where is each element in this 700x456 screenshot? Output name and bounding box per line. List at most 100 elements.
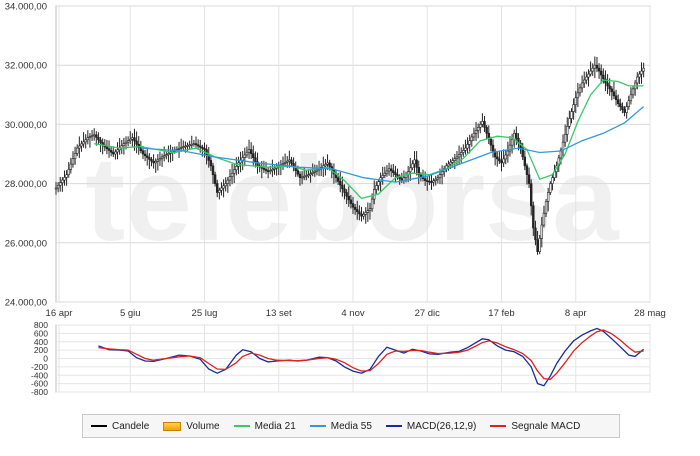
candle-body: [542, 212, 546, 226]
candle-body: [525, 165, 529, 176]
candle-body: [286, 160, 289, 163]
candle-body: [566, 126, 569, 135]
legend-label: Media 21: [254, 420, 296, 432]
x-tick-label: 28 mag: [634, 308, 666, 319]
candle-body: [226, 179, 230, 184]
candle-body: [133, 137, 136, 142]
candle-body: [156, 159, 160, 162]
x-tick-label: 25 lug: [192, 308, 218, 319]
legend-item: Media 21: [233, 420, 296, 432]
candle-body: [595, 64, 599, 69]
candle-body: [188, 144, 191, 147]
legend-swatch: [490, 425, 507, 427]
candle-body: [233, 169, 236, 174]
candle-body: [199, 145, 202, 148]
candle-body: [593, 64, 597, 69]
candle-body: [105, 146, 109, 149]
candle-body: [487, 132, 490, 140]
candle-body: [616, 99, 620, 104]
candle-body: [394, 172, 397, 176]
candle-body: [264, 169, 268, 171]
price-tick-label: 26.000,00: [5, 238, 47, 249]
legend-item: Volume: [163, 421, 220, 432]
x-tick-label: 27 dic: [415, 308, 441, 319]
candle-body: [309, 173, 312, 176]
candle-body: [468, 140, 471, 145]
candle-body: [389, 168, 393, 172]
candle-body: [126, 140, 130, 143]
candle-body: [423, 178, 427, 181]
candle-body: [368, 208, 372, 211]
legend-swatch: [233, 425, 250, 427]
legend-label: Segnale MACD: [511, 420, 581, 432]
candle-body: [614, 95, 618, 101]
candle-body: [137, 143, 140, 148]
candle-body: [392, 170, 395, 174]
legend-label: Media 55: [330, 420, 372, 432]
candle-body: [148, 157, 151, 160]
candle-body: [220, 187, 223, 191]
candle-body: [563, 133, 567, 143]
candle-body: [415, 159, 418, 168]
macd-line-macd-26-12-9-: [98, 327, 645, 387]
candle-body: [534, 227, 537, 241]
candle-body: [84, 139, 87, 143]
candle-body: [207, 154, 210, 161]
candle-body: [358, 211, 361, 215]
candle-body: [247, 149, 251, 153]
macd-line-segnale-macd: [98, 329, 644, 381]
candle-body: [532, 205, 535, 229]
price-tick-label: 30.000,00: [5, 120, 47, 131]
candle-body: [235, 166, 238, 171]
candle-body: [455, 156, 459, 160]
candle-body: [436, 177, 440, 180]
macd-tick-label: 400: [34, 337, 48, 347]
candle-body: [341, 184, 344, 190]
x-tick-label: 8 apr: [565, 308, 587, 319]
candle-body: [504, 154, 507, 160]
candle-body: [322, 165, 325, 168]
legend-label: MACD(26,12,9): [406, 420, 477, 432]
legend-swatch: [163, 421, 182, 431]
candle-body: [54, 187, 58, 190]
candle-body: [141, 150, 145, 155]
candle-body: [150, 159, 153, 162]
x-tick-label: 5 giu: [120, 308, 141, 319]
candle-body: [568, 118, 571, 127]
candle-body: [254, 157, 257, 163]
candle-body: [496, 156, 499, 160]
candle-body: [56, 185, 60, 189]
candle-body: [230, 172, 234, 177]
candle-body: [243, 154, 247, 158]
legend-swatch: [385, 425, 402, 427]
candle-body: [387, 168, 391, 172]
candle-body: [186, 145, 189, 147]
candle-body: [216, 183, 219, 193]
candle-body: [65, 174, 68, 178]
candle-body: [273, 167, 276, 170]
candle-body: [324, 164, 327, 167]
legend-item: Media 55: [309, 420, 372, 432]
candle-body: [249, 149, 253, 154]
candle-body: [589, 70, 592, 75]
candle-body: [67, 169, 70, 176]
candle-body: [262, 167, 266, 170]
candle-body: [619, 103, 622, 107]
candle-body: [201, 146, 204, 149]
candle-body: [540, 224, 544, 239]
candle-body: [608, 85, 611, 90]
candle-body: [303, 175, 306, 178]
candle-body: [621, 106, 624, 110]
candle-body: [591, 67, 594, 72]
chart-legend: Candele Volume Media 21 Media 55 MACD(26,12,…: [82, 414, 620, 438]
candle-body: [218, 189, 221, 193]
candle-body: [438, 174, 442, 178]
candle-body: [453, 158, 457, 161]
candle-body: [61, 179, 64, 184]
candle-body: [610, 88, 614, 93]
candle-body: [73, 153, 77, 160]
candle-body: [194, 143, 198, 146]
candle-body: [95, 134, 98, 138]
candle-body: [491, 144, 495, 152]
candle-body: [78, 145, 81, 149]
